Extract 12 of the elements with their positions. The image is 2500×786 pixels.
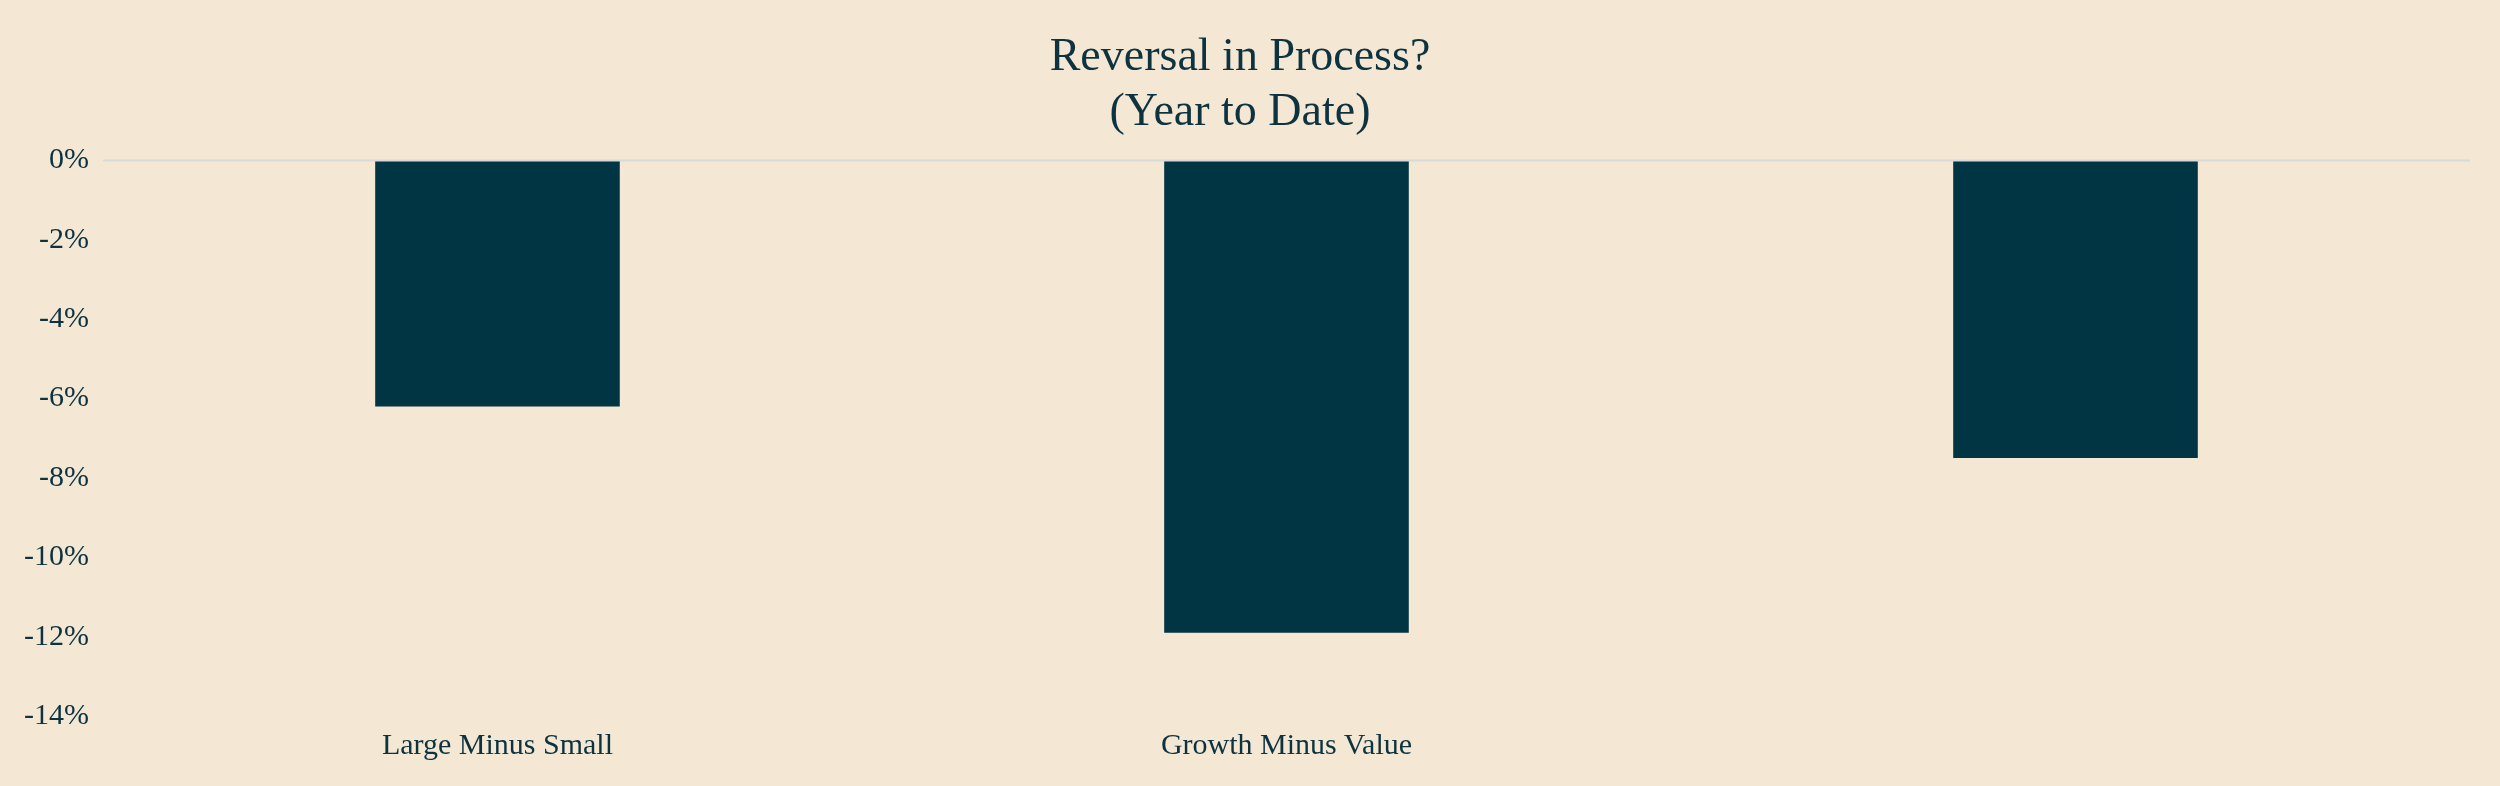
- y-tick-label: -12%: [24, 617, 89, 651]
- y-tick-label: -6%: [39, 379, 89, 413]
- y-tick-label: 0%: [48, 141, 89, 175]
- x-tick-label: Large Minus Small: [381, 726, 614, 760]
- x-tick-label: Growth Minus Value: [1160, 726, 1413, 760]
- y-tick-label: -10%: [24, 538, 89, 572]
- y-tick-label: -8%: [39, 458, 89, 492]
- y-tick-label: -2%: [39, 220, 89, 254]
- y-tick-label: -14%: [24, 696, 89, 730]
- chart-subtitle: (Year to Date): [1109, 83, 1371, 135]
- y-tick-label: -4%: [39, 300, 89, 334]
- chart-title: Reversal in Process?: [1049, 28, 1431, 80]
